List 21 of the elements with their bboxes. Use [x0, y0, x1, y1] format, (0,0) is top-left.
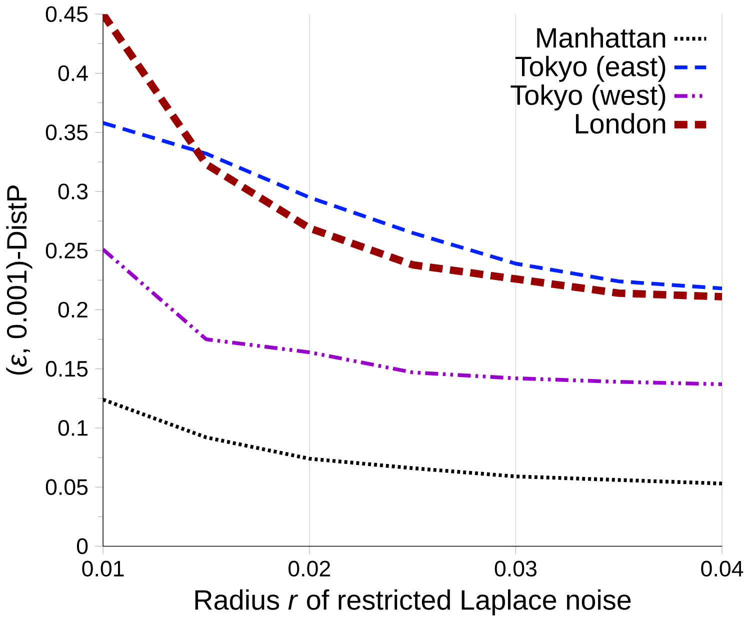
y-tick-label: 0.25	[46, 242, 88, 259]
x-tick-label: 0.01	[82, 560, 124, 577]
legend-label: Tokyo (west)	[510, 84, 666, 111]
y-tick-label: 0	[76, 538, 88, 554]
legend-label: Manhattan	[537, 27, 666, 48]
y-tick-label: 0.45	[46, 6, 88, 22]
x-tick-label: 0.04	[701, 560, 744, 577]
legend-label: London	[576, 113, 666, 134]
x-tick-label: 0.03	[494, 560, 536, 577]
y-tick-label: 0.3	[58, 184, 88, 200]
x-tick-label: 0.02	[288, 560, 330, 577]
y-tick-label: 0.15	[46, 361, 88, 377]
y-tick-label: 0.35	[46, 124, 88, 140]
y-axis-title: (ε, 0.001)-DistP	[6, 186, 32, 375]
legend-label: Tokyo (east)	[515, 56, 666, 82]
line-series	[103, 248, 722, 386]
x-axis-title: Radius r of restricted Laplace noise	[195, 590, 631, 616]
y-tick-label: 0.1	[58, 420, 88, 436]
y-tick-label: 0.05	[46, 479, 88, 496]
y-tick-label: 0.2	[58, 302, 88, 318]
y-tick-label: 0.4	[58, 66, 88, 82]
